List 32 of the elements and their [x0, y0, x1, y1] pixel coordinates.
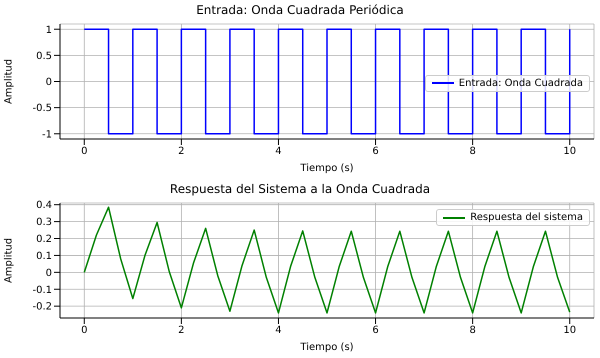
y-axis-title: Amplitud — [4, 58, 15, 104]
y-tick-label: 0 — [46, 77, 52, 88]
x-axis-title: Tiempo (s) — [299, 342, 354, 353]
x-tick-label: 6 — [372, 325, 379, 336]
y-tick-label: 0.1 — [36, 250, 52, 262]
x-tick-label: 0 — [81, 146, 88, 158]
y-tick-label: 0.4 — [36, 200, 52, 212]
x-tick-label: 2 — [178, 146, 185, 158]
y-tick-label: -1 — [42, 129, 52, 140]
y-axis-title: Amplitud — [4, 238, 15, 284]
y-tick-label: 0.5 — [36, 50, 52, 62]
x-tick-label: 2 — [178, 325, 185, 336]
legend-label: Respuesta del sistema — [470, 212, 583, 223]
x-tick-label: 4 — [275, 325, 282, 336]
x-tick-label: 10 — [563, 146, 576, 158]
chart-title: Respuesta del Sistema a la Onda Cuadrada — [168, 181, 432, 198]
x-tick-label: 8 — [469, 325, 476, 336]
x-tick-label: 10 — [563, 325, 576, 336]
x-tick-label: 4 — [275, 146, 282, 158]
x-tick-label: 0 — [81, 325, 88, 336]
y-tick-label: 0.2 — [36, 234, 52, 246]
x-axis-title: Tiempo (s) — [299, 163, 354, 174]
x-tick-label: 8 — [469, 146, 476, 158]
y-tick-label: 0.3 — [36, 217, 52, 228]
chart-title: Entrada: Onda Cuadrada Periódica — [195, 2, 405, 19]
legend-label: Entrada: Onda Cuadrada — [458, 78, 583, 88]
y-tick-label: 1 — [46, 24, 52, 36]
y-tick-label: 0 — [46, 268, 52, 279]
x-tick-label: 6 — [372, 146, 379, 158]
y-tick-label: -0.5 — [32, 103, 52, 114]
y-tick-label: -0.2 — [32, 302, 52, 313]
y-tick-label: -0.1 — [32, 284, 52, 296]
